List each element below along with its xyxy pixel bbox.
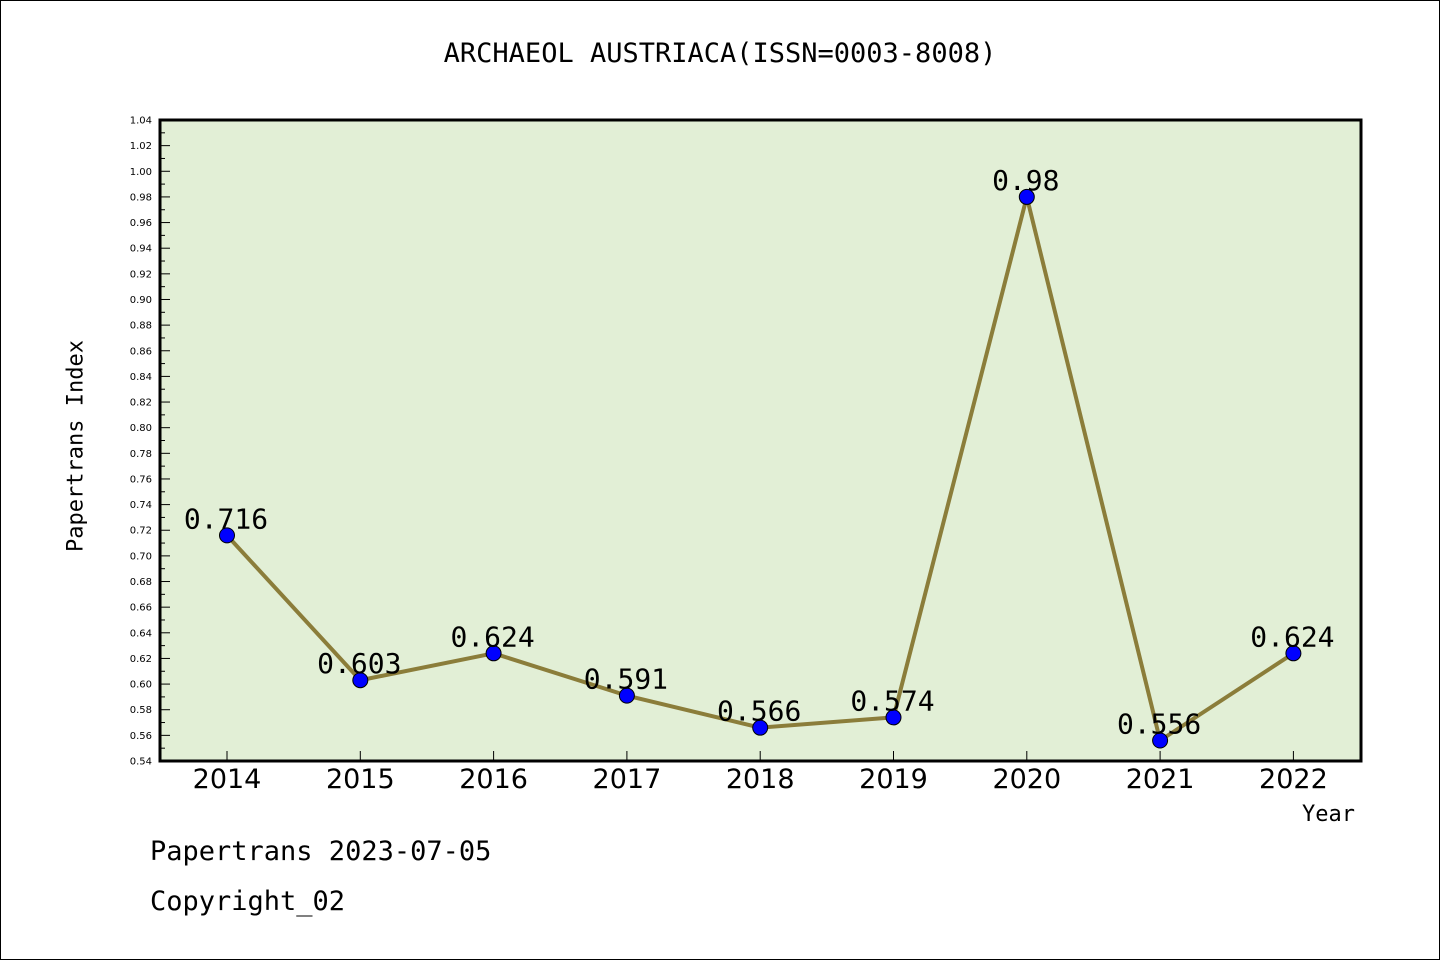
y-tick-label: 1.02 [130, 141, 152, 152]
y-tick-label: 0.70 [130, 551, 152, 562]
footer-copyright: Copyright_02 [150, 886, 346, 917]
y-tick-label: 1.00 [130, 167, 152, 178]
data-label: 0.566 [717, 695, 801, 728]
y-tick-label: 0.90 [130, 295, 152, 306]
y-tick-label: 0.80 [130, 423, 152, 434]
y-tick-label: 0.88 [130, 321, 152, 332]
y-tick-label: 0.64 [130, 628, 152, 639]
x-tick-label: 2016 [459, 764, 528, 795]
data-point [219, 527, 235, 544]
y-tick-label: 0.92 [130, 269, 152, 280]
data-point [618, 687, 635, 704]
data-label: 0.624 [1250, 620, 1334, 653]
y-tick-label: 0.66 [130, 603, 152, 614]
footer-date: Papertrans 2023-07-05 [150, 836, 492, 867]
y-tick-label: 0.60 [130, 680, 152, 691]
data-label: 0.603 [317, 647, 401, 680]
data-point [352, 672, 369, 689]
chart-title: ARCHAEOL AUSTRIACA(ISSN=0003-8008) [443, 38, 997, 69]
y-tick-label: 0.56 [130, 731, 152, 742]
data-label: 0.98 [992, 164, 1059, 197]
x-tick-label: 2015 [326, 764, 395, 795]
x-tick-label: 2019 [859, 764, 928, 795]
x-tick-label: 2020 [992, 764, 1061, 795]
x-tick-label: 2021 [1126, 764, 1195, 795]
data-point [1285, 645, 1302, 662]
data-label: 0.556 [1117, 707, 1201, 740]
plot-area [158, 118, 1363, 763]
data-point [1018, 188, 1035, 205]
data-point [752, 719, 769, 736]
data-label: 0.624 [450, 620, 534, 653]
data-label: 0.591 [584, 663, 668, 696]
y-tick-label: 0.62 [130, 654, 152, 665]
y-tick-label: 0.98 [130, 192, 152, 203]
y-tick-label: 0.74 [130, 500, 152, 511]
y-tick-label: 0.54 [130, 757, 152, 768]
y-tick-label: 0.82 [130, 398, 152, 409]
y-tick-label: 0.72 [130, 526, 152, 537]
y-tick-label: 0.68 [130, 577, 152, 588]
y-tick-label: 0.76 [130, 474, 152, 485]
data-point [885, 709, 902, 726]
y-tick-label: 0.78 [130, 449, 152, 460]
y-tick-label: 0.96 [130, 218, 152, 229]
x-tick-label: 2022 [1259, 764, 1328, 795]
y-tick-label: 0.86 [130, 346, 152, 357]
data-label: 0.574 [850, 684, 934, 717]
x-tick-label: 2017 [593, 764, 662, 795]
data-label: 0.716 [184, 502, 268, 535]
y-tick-label: 0.84 [130, 372, 152, 383]
data-point [485, 645, 502, 662]
x-tick-label: 2018 [726, 764, 795, 795]
y-tick-label: 0.94 [130, 244, 152, 255]
data-point [1152, 732, 1169, 749]
x-axis-label: Year [1302, 802, 1355, 827]
x-tick-label: 2014 [193, 764, 262, 795]
y-tick-label: 0.58 [130, 705, 152, 716]
y-tick-label: 1.04 [130, 116, 152, 127]
